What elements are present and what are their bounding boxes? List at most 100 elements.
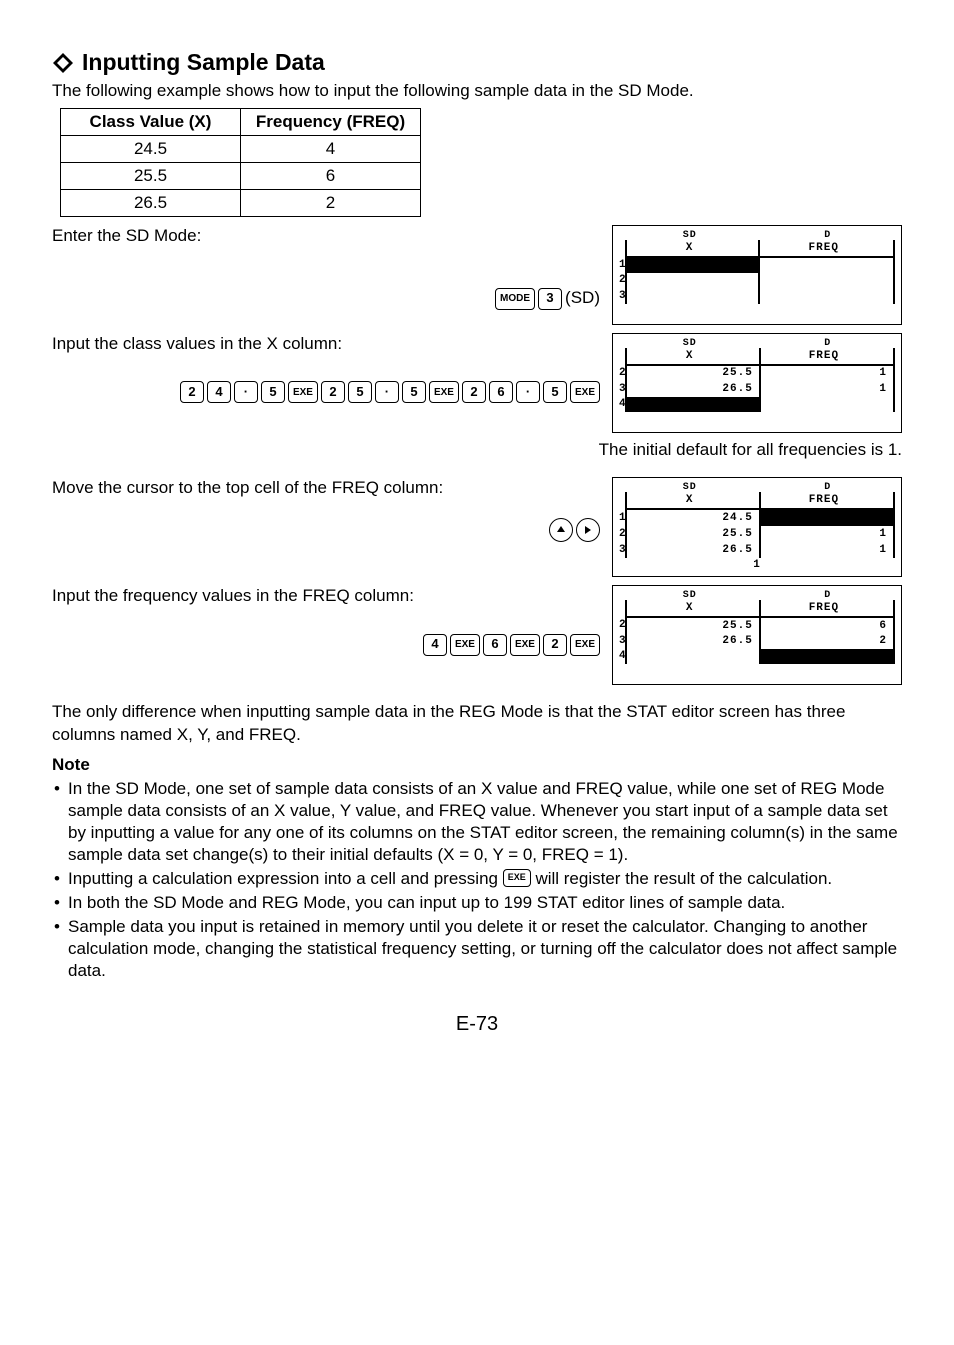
digit-key: 4 [423,634,447,656]
calc-screen-3: SD D X FREQ 1 24.5 2 25.5 1 [612,477,902,577]
rownum: 1 [619,509,626,526]
rownum: 3 [619,633,626,648]
indicator-d: D [824,481,831,492]
xval: 25.5 [626,365,760,381]
rownum: 3 [619,542,626,558]
sample-data-table: Class Value (X) Frequency (FREQ) 24.5 4 … [60,108,421,217]
digit-key: 3 [538,288,562,310]
screen-colhead: X [626,492,760,509]
digit-key: 4 [207,381,231,403]
digit-key: 2 [321,381,345,403]
notes-list: In the SD Mode, one set of sample data c… [52,778,902,983]
xval: 26.5 [626,381,760,396]
rownum: 1 [619,257,626,273]
screen-colhead: X [626,348,760,364]
indicator-sd: SD [683,481,697,492]
step-label: Enter the SD Mode: [52,225,600,247]
section-title: Inputting Sample Data [82,48,325,78]
cursor-cell [760,509,894,526]
step-label: Move the cursor to the top cell of the F… [52,477,600,499]
digit-key: 2 [462,381,486,403]
exe-key: EXE [288,381,318,403]
rownum: 4 [619,397,626,412]
cursor-cell [760,649,894,664]
step-label: Input the class values in the X column: [52,333,600,355]
freqval: 1 [760,365,894,381]
digit-key: 2 [543,634,567,656]
cell: 2 [241,190,421,217]
calc-screen-2: SD D X FREQ 2 25.5 1 3 26.5 1 [612,333,902,433]
calc-screen-1: SD D X FREQ 1 2 [612,225,902,325]
rownum: 4 [619,649,626,664]
calc-screen-4: SD D X FREQ 2 25.5 6 3 26.5 2 [612,585,902,685]
right-arrow-key [576,518,600,542]
note-item: Sample data you input is retained in mem… [52,916,902,982]
freqval: 1 [760,526,894,542]
digit-key: 2 [180,381,204,403]
indicator-sd: SD [683,229,697,240]
digit-key: 6 [483,634,507,656]
cell: 6 [241,163,421,190]
indicator-d: D [824,337,831,348]
dot-key: · [375,381,399,403]
digit-key: 5 [543,381,567,403]
intro-text: The following example shows how to input… [52,80,902,102]
up-arrow-key [549,518,573,542]
screen-colhead: FREQ [760,492,894,509]
exe-key: EXE [570,381,600,403]
note-item: In the SD Mode, one set of sample data c… [52,778,902,866]
xval: 25.5 [626,617,760,633]
xval: 26.5 [626,542,760,558]
page-number: E-73 [52,1011,902,1037]
exe-key: EXE [570,634,600,656]
screen-colhead: FREQ [760,348,894,364]
cell: 24.5 [61,136,241,163]
xval: 26.5 [626,633,760,648]
freqval: 6 [760,617,894,633]
screen-colhead: FREQ [760,600,894,616]
note-text: Inputting a calculation expression into … [68,869,503,888]
xval: 24.5 [626,509,760,526]
xval: 25.5 [626,526,760,542]
freqval: 2 [760,633,894,648]
indicator-d: D [824,589,831,600]
exe-key: EXE [429,381,459,403]
screen-colhead: FREQ [759,240,894,257]
rownum: 3 [619,288,626,304]
freqval: 1 [760,381,894,396]
mode-key: MODE [495,288,535,310]
only-diff-text: The only difference when inputting sampl… [52,701,902,745]
rownum: 2 [619,617,626,633]
diamond-icon [52,52,74,74]
note-text: will register the result of the calculat… [531,869,832,888]
digit-key: 5 [261,381,285,403]
section-header: Inputting Sample Data [52,48,902,78]
step-move-cursor: Move the cursor to the top cell of the F… [52,475,902,577]
step-enter-sd: Enter the SD Mode: MODE 3 (SD) SD D X FR… [52,223,902,325]
indicator-d: D [824,229,831,240]
note-item: Inputting a calculation expression into … [52,868,902,890]
cell: 26.5 [61,190,241,217]
indicator-sd: SD [683,337,697,348]
dot-key: · [234,381,258,403]
freqval: 1 [760,542,894,558]
rownum: 2 [619,526,626,542]
rownum: 3 [619,381,626,396]
digit-key: 5 [402,381,426,403]
cursor-cell [626,397,760,412]
caption-initial-default: The initial default for all frequencies … [52,439,902,461]
cell: 4 [241,136,421,163]
col-header-freq: Frequency (FREQ) [241,108,421,135]
rownum: 2 [619,365,626,381]
exe-key: EXE [450,634,480,656]
step-label: Input the frequency values in the FREQ c… [52,585,600,607]
screen-footer: 1 [619,558,894,574]
dot-key: · [516,381,540,403]
screen-colhead: X [626,600,760,616]
cursor-cell [626,257,760,273]
cell: 25.5 [61,163,241,190]
step-input-freq: Input the frequency values in the FREQ c… [52,583,902,685]
screen-colhead: X [626,240,760,257]
digit-key: 6 [489,381,513,403]
exe-key-inline: EXE [503,869,531,887]
